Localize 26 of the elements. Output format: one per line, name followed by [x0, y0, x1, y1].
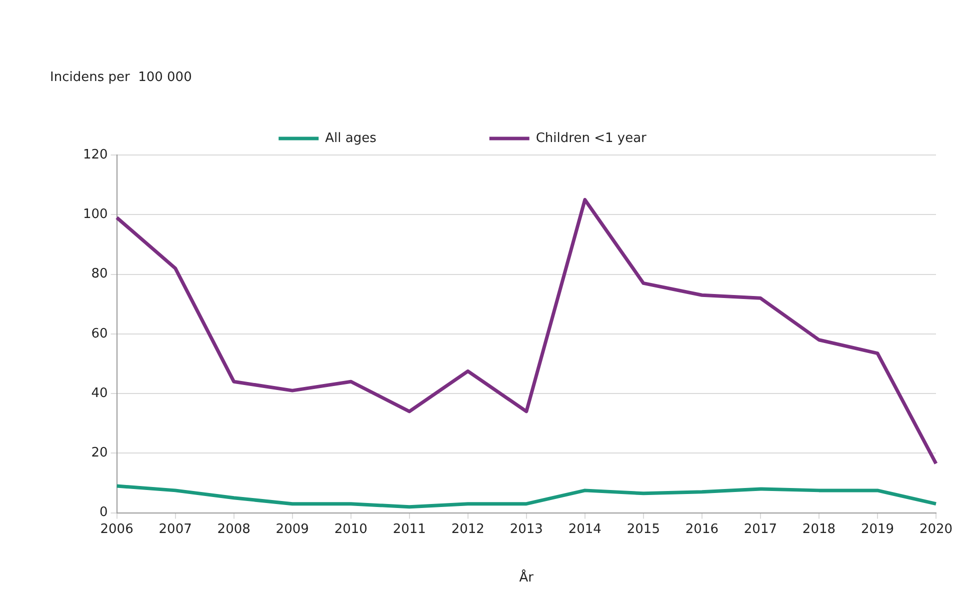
x-tick-label: 2019 — [860, 522, 894, 537]
y-tick-label: 80 — [91, 266, 108, 282]
y-tick-label: 100 — [82, 207, 108, 222]
x-tick-label: 2010 — [334, 522, 368, 537]
x-tick-label: 2013 — [510, 522, 543, 537]
legend-label: Children <1 year — [536, 130, 738, 146]
x-tick-label: 2012 — [451, 522, 484, 537]
x-tick-label: 2014 — [568, 522, 602, 537]
x-tick-label: 2017 — [744, 522, 778, 537]
legend-label: All ages — [325, 130, 468, 146]
x-tick-label: 2007 — [158, 522, 192, 537]
x-tick-label: 2020 — [919, 522, 953, 537]
x-axis-title: År — [519, 568, 534, 586]
y-tick-label: 40 — [91, 386, 108, 401]
x-tick-label: 2006 — [100, 522, 134, 537]
x-tick-label: 2008 — [217, 522, 250, 537]
x-tick-label: 2011 — [392, 522, 426, 537]
y-tick-label: 120 — [82, 147, 108, 162]
x-tick-label: 2009 — [276, 522, 309, 537]
x-tick-label: 2016 — [685, 522, 718, 537]
text: Incidens per 100 000 — [50, 70, 192, 85]
x-tick-label: 2015 — [626, 522, 660, 537]
y-tick-label: 60 — [91, 326, 108, 342]
y-tick-label: 0 — [100, 505, 108, 520]
x-tick-label: 2018 — [802, 522, 836, 537]
y-tick-label: 20 — [91, 446, 108, 461]
